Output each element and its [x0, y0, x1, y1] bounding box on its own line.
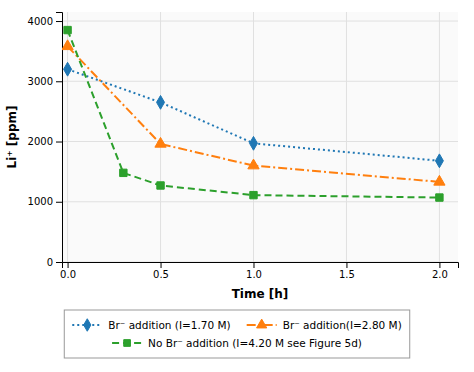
grid-line	[439, 12, 440, 262]
tick-mark	[56, 81, 62, 82]
tick: 2.0	[432, 262, 448, 280]
tick: 0.0	[60, 262, 76, 280]
tick: 0	[47, 257, 62, 268]
tick-label: 2.0	[432, 269, 448, 280]
tick-mark	[56, 21, 62, 22]
tick-mark	[161, 262, 162, 268]
grid-line	[62, 21, 458, 22]
point	[157, 95, 165, 109]
tick-label: 0.5	[153, 269, 169, 280]
tick-label: 3000	[28, 76, 53, 87]
tick: 1000	[28, 196, 62, 207]
legend-frame	[64, 310, 409, 358]
tick-label: 0.0	[60, 269, 76, 280]
tick-mark	[253, 262, 254, 268]
tick-mark	[346, 262, 347, 268]
legend-marker	[257, 319, 267, 328]
axis-line	[56, 13, 63, 263]
x-axis: 0.0 0.5 1.0 1.5 2.0	[60, 262, 458, 280]
point	[248, 159, 259, 169]
x-axis-title: Time [h]	[232, 287, 289, 301]
legend-marker	[124, 340, 131, 347]
point	[120, 169, 127, 176]
point	[64, 26, 71, 33]
point	[434, 175, 445, 185]
tick-label: 1000	[28, 196, 53, 207]
grid-line	[62, 201, 458, 202]
legend-label: No Br⁻ addition (Ⅰ=4.20 M see Figure 5d)	[148, 337, 362, 349]
legend-item: Br⁻ addition (Ⅰ=1.70 M)	[72, 319, 230, 332]
axis-line	[63, 263, 459, 269]
grid-line	[62, 81, 458, 82]
point	[64, 62, 72, 76]
tick-label: 0	[47, 257, 53, 268]
tick: 3000	[28, 76, 62, 87]
tick-mark	[439, 262, 440, 268]
series-line	[68, 69, 440, 161]
tick-label: 1.5	[339, 269, 355, 280]
legend-label: Br⁻ addition (Ⅰ=1.70 M)	[108, 319, 230, 331]
tick: 1.0	[246, 262, 262, 280]
tick: 1.5	[339, 262, 355, 280]
legend-marker	[84, 319, 91, 331]
legend: Br⁻ addition (Ⅰ=1.70 M) Br⁻ addition(Ⅰ=2.…	[64, 310, 409, 358]
plot-area	[62, 12, 458, 262]
point	[250, 136, 258, 150]
point	[436, 194, 443, 201]
series-line	[68, 46, 440, 182]
tick-mark	[56, 142, 62, 143]
tick-mark	[68, 262, 69, 268]
point	[155, 137, 166, 147]
grid-line	[346, 12, 347, 262]
y-axis-title: Li⁺ [ppm]	[5, 106, 19, 169]
chart: 0.0 0.5 1.0 1.5 2.0 0 1000 2000 3000 4000 Time [h]…	[0, 0, 474, 372]
marks	[62, 26, 445, 201]
legend-item: No Br⁻ addition (Ⅰ=4.20 M see Figure 5d)	[112, 337, 362, 349]
tick: 4000	[28, 16, 62, 27]
series-line	[68, 30, 440, 197]
tick-label: 1.0	[246, 269, 262, 280]
grid	[62, 12, 458, 262]
legend-label: Br⁻ addition(Ⅰ=2.80 M)	[283, 319, 402, 331]
point	[250, 191, 257, 198]
point	[157, 182, 164, 189]
y-axis: 0 1000 2000 3000 4000	[28, 13, 63, 268]
tick-mark	[56, 262, 62, 263]
tick: 0.5	[153, 262, 169, 280]
legend-item: Br⁻ addition(Ⅰ=2.80 M)	[247, 319, 402, 331]
tick-mark	[56, 202, 62, 203]
tick-label: 4000	[28, 16, 53, 27]
point	[435, 154, 443, 168]
tick-label: 2000	[28, 136, 53, 147]
tick: 2000	[28, 136, 62, 147]
grid-line	[62, 141, 458, 142]
